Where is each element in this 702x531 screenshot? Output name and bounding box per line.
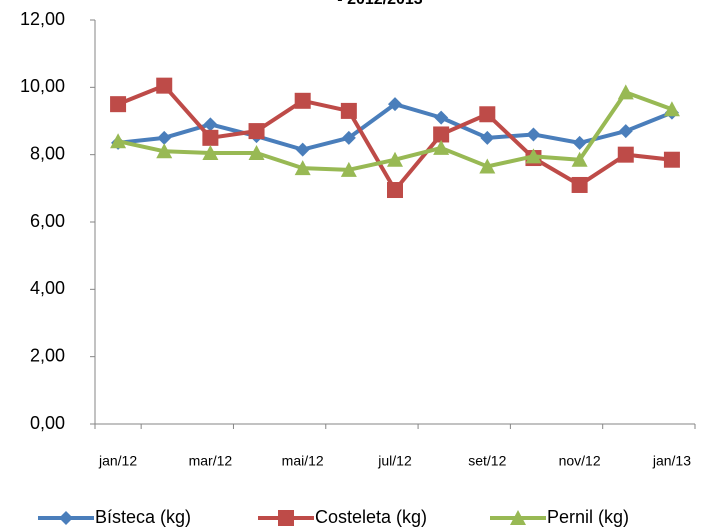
data-point — [340, 102, 357, 119]
data-point — [617, 146, 634, 163]
data-point — [156, 143, 173, 159]
x-tick-label: jan/12 — [98, 453, 137, 469]
y-tick-label: 10,00 — [20, 76, 65, 96]
data-point — [294, 92, 311, 109]
x-tick-label: set/12 — [468, 453, 506, 469]
y-tick-label: 4,00 — [30, 278, 65, 298]
data-point — [433, 126, 450, 143]
legend-marker — [510, 510, 526, 525]
x-tick-label: mai/12 — [282, 453, 324, 469]
data-point — [248, 123, 265, 140]
data-point — [663, 101, 680, 117]
data-point — [157, 130, 172, 145]
y-tick-label: 12,00 — [20, 9, 65, 29]
x-tick-label: nov/12 — [559, 453, 601, 469]
legend-marker — [59, 511, 73, 525]
data-point — [433, 139, 450, 155]
legend-label: Pernil (kg) — [547, 507, 629, 527]
data-point — [571, 151, 588, 167]
x-tick-label: jan/13 — [652, 453, 691, 469]
data-point — [156, 77, 173, 94]
data-point — [340, 161, 357, 177]
x-tick-label: jul/12 — [377, 453, 412, 469]
data-point — [525, 148, 542, 164]
y-tick-label: 2,00 — [30, 345, 65, 365]
data-point — [202, 144, 219, 160]
data-point — [663, 151, 680, 168]
data-point — [110, 96, 127, 113]
y-tick-label: 8,00 — [30, 143, 65, 163]
legend-marker — [278, 510, 294, 526]
data-point — [618, 124, 633, 139]
data-point — [248, 144, 265, 160]
data-point — [617, 84, 634, 100]
data-point — [202, 129, 219, 146]
data-point — [571, 176, 588, 193]
data-point — [434, 110, 449, 125]
y-tick-label: 0,00 — [30, 413, 65, 433]
legend-label: Bísteca (kg) — [95, 507, 191, 527]
y-tick-label: 6,00 — [30, 211, 65, 231]
data-point — [203, 117, 218, 132]
data-point — [295, 142, 310, 157]
data-point — [526, 127, 541, 142]
data-point — [572, 135, 587, 150]
chart-title: - 2012/2013 — [337, 0, 423, 8]
legend-label: Costeleta (kg) — [315, 507, 427, 527]
data-point — [110, 133, 127, 149]
data-point — [387, 151, 403, 167]
data-point — [479, 158, 496, 174]
x-tick-label: mar/12 — [189, 453, 233, 469]
data-point — [387, 182, 403, 199]
data-point — [341, 130, 356, 145]
data-point — [388, 97, 402, 112]
data-point — [294, 160, 311, 176]
data-point — [479, 106, 496, 123]
data-point — [480, 130, 495, 145]
